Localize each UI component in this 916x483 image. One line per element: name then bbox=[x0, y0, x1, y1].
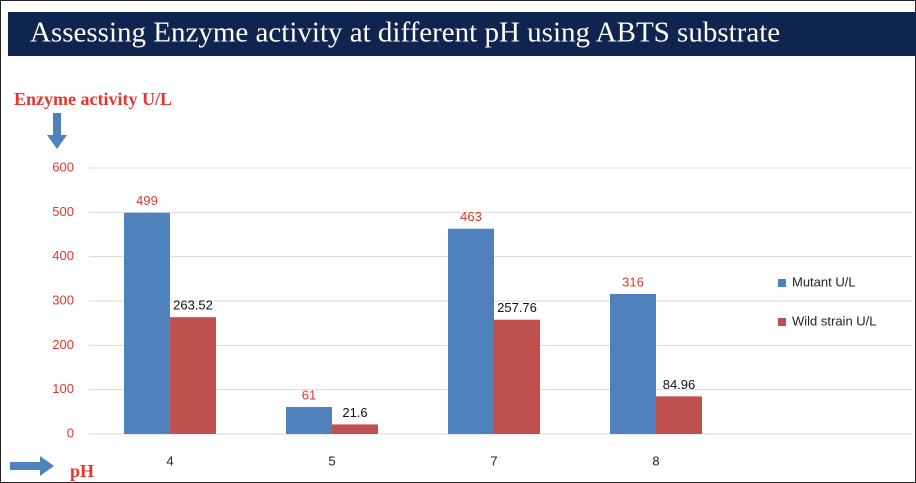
data-label: 61 bbox=[302, 387, 316, 402]
y-tick-label: 300 bbox=[52, 292, 74, 307]
data-label: 84.96 bbox=[663, 377, 696, 392]
y-axis-label: Enzyme activity U/L bbox=[14, 89, 172, 109]
y-tick-label: 600 bbox=[52, 159, 74, 174]
x-tick-label: 7 bbox=[490, 453, 497, 468]
down-arrow bbox=[47, 113, 67, 149]
bar bbox=[286, 406, 332, 434]
bar bbox=[170, 317, 216, 434]
bar bbox=[494, 319, 540, 434]
x-tick-label: 4 bbox=[166, 453, 173, 468]
data-label: 499 bbox=[136, 193, 158, 208]
right-arrow bbox=[10, 456, 54, 476]
legend-label: Mutant U/L bbox=[792, 274, 856, 289]
chart-title: Assessing Enzyme activity at different p… bbox=[30, 17, 780, 49]
data-label: 263.52 bbox=[173, 298, 213, 313]
y-tick-label: 100 bbox=[52, 381, 74, 396]
y-tick-label: 500 bbox=[52, 204, 74, 219]
y-tick-label: 0 bbox=[67, 425, 74, 440]
y-tick-label: 200 bbox=[52, 337, 74, 352]
x-axis-label: pH bbox=[70, 461, 94, 481]
bar bbox=[124, 212, 170, 434]
x-tick-label: 5 bbox=[328, 453, 335, 468]
legend-swatch bbox=[778, 279, 786, 287]
title-banner bbox=[8, 12, 916, 56]
bar bbox=[332, 424, 378, 434]
data-label: 257.76 bbox=[497, 300, 537, 315]
legend-label: Wild strain U/L bbox=[792, 313, 877, 328]
data-label: 463 bbox=[460, 209, 482, 224]
data-label: 21.6 bbox=[342, 405, 367, 420]
bar bbox=[448, 228, 494, 434]
legend-swatch bbox=[778, 318, 786, 326]
data-label: 316 bbox=[622, 274, 644, 289]
bar bbox=[656, 396, 702, 434]
bar bbox=[610, 293, 656, 434]
x-tick-label: 8 bbox=[652, 453, 659, 468]
y-tick-label: 400 bbox=[52, 248, 74, 263]
